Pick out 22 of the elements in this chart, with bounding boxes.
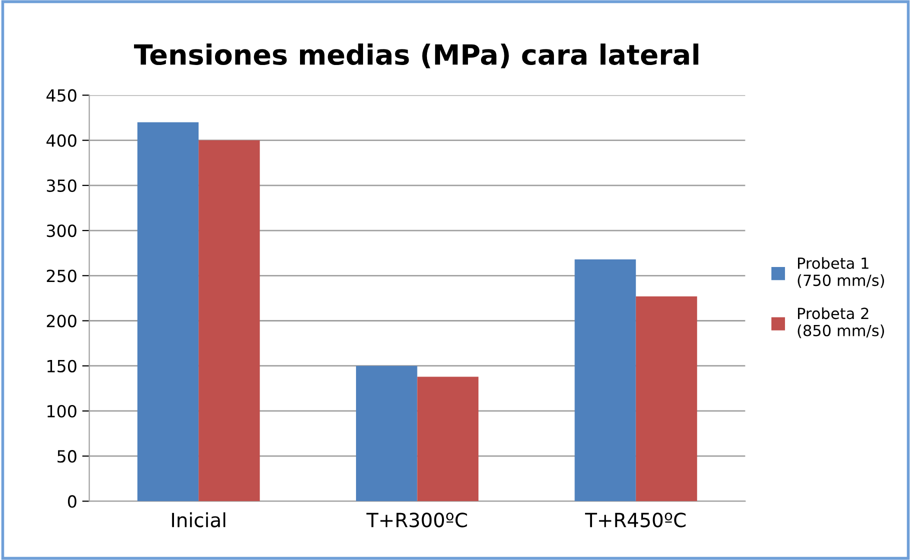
x-tick-label: T+R300ºC xyxy=(366,512,467,528)
y-tick-label: 200 xyxy=(46,314,76,328)
bar xyxy=(574,259,636,502)
bar xyxy=(417,376,478,502)
bar xyxy=(636,296,698,502)
chart-title: Tensiones medias (MPa) cara lateral xyxy=(134,44,698,68)
y-tick-label: 50 xyxy=(58,450,76,463)
y-tick-label: 0 xyxy=(68,495,76,508)
bar xyxy=(356,366,418,502)
y-tick-label: 400 xyxy=(46,134,76,147)
y-tick-label: 250 xyxy=(46,270,76,282)
y-tick-label: 450 xyxy=(46,89,76,102)
x-tick-label: Inicial xyxy=(172,512,226,528)
bar xyxy=(198,140,260,502)
y-tick-label: 150 xyxy=(47,360,76,372)
y-tick-label: 350 xyxy=(46,179,76,192)
x-tick-label: T+R450ºC xyxy=(585,512,686,528)
legend-label: Probeta 2 (850 mm/s) xyxy=(798,307,884,338)
y-tick-label: 100 xyxy=(47,404,76,418)
legend-label: Probeta 1 (750 mm/s) xyxy=(798,257,884,288)
y-tick-label: 300 xyxy=(46,224,76,238)
bar xyxy=(137,122,199,502)
